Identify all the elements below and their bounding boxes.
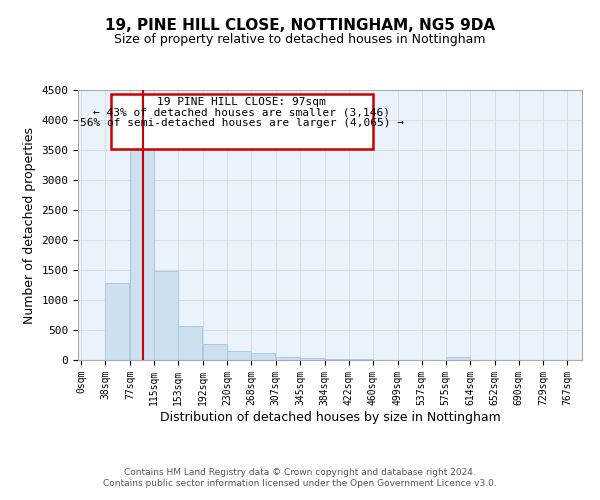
Bar — [227, 351, 251, 360]
Bar — [446, 357, 470, 360]
Bar — [276, 357, 300, 360]
Bar — [251, 354, 275, 360]
Bar — [300, 358, 324, 360]
FancyBboxPatch shape — [111, 94, 373, 150]
Bar — [203, 344, 227, 360]
Bar — [325, 359, 349, 360]
Text: 19, PINE HILL CLOSE, NOTTINGHAM, NG5 9DA: 19, PINE HILL CLOSE, NOTTINGHAM, NG5 9DA — [105, 18, 495, 32]
X-axis label: Distribution of detached houses by size in Nottingham: Distribution of detached houses by size … — [160, 410, 500, 424]
Bar — [154, 271, 178, 360]
Bar — [106, 283, 129, 360]
Bar — [130, 150, 154, 360]
Text: Contains HM Land Registry data © Crown copyright and database right 2024.
Contai: Contains HM Land Registry data © Crown c… — [103, 468, 497, 487]
Bar — [178, 326, 202, 360]
Text: 19 PINE HILL CLOSE: 97sqm: 19 PINE HILL CLOSE: 97sqm — [157, 97, 326, 107]
Text: 56% of semi-detached houses are larger (4,065) →: 56% of semi-detached houses are larger (… — [80, 118, 404, 128]
Text: ← 43% of detached houses are smaller (3,146): ← 43% of detached houses are smaller (3,… — [94, 108, 391, 118]
Text: Size of property relative to detached houses in Nottingham: Size of property relative to detached ho… — [114, 32, 486, 46]
Y-axis label: Number of detached properties: Number of detached properties — [23, 126, 36, 324]
